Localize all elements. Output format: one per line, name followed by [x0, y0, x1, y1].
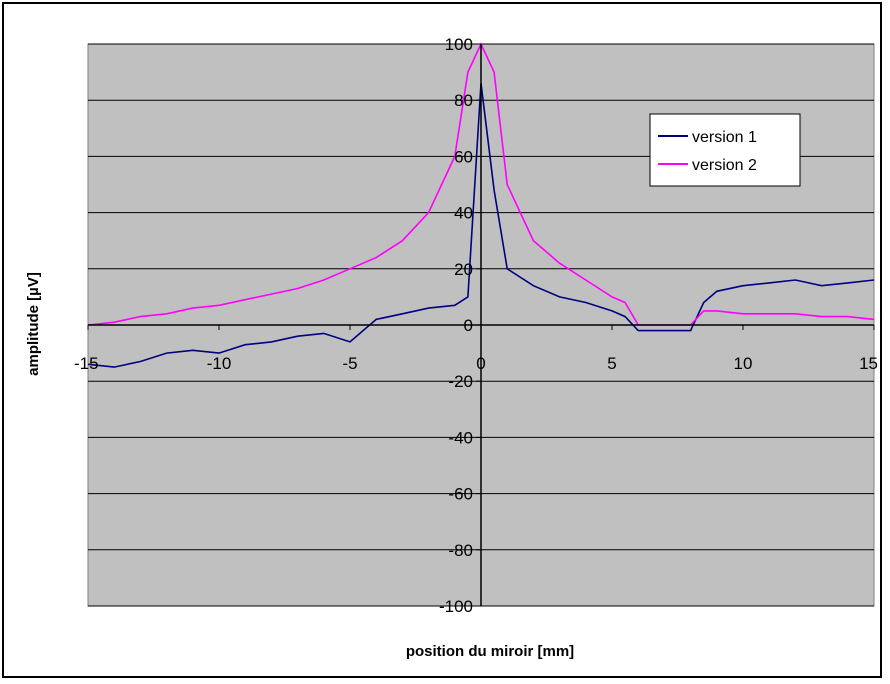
x-tick-label: -10: [207, 354, 232, 373]
x-tick-label: 0: [476, 354, 485, 373]
y-tick-label: 40: [454, 204, 473, 223]
y-tick-label: 20: [454, 260, 473, 279]
y-tick-label: -100: [439, 597, 473, 616]
y-tick-label: 0: [464, 316, 473, 335]
x-tick-label: -15: [74, 354, 99, 373]
y-tick-label: 60: [454, 147, 473, 166]
x-axis-label: position du miroir [mm]: [406, 643, 574, 660]
y-tick-label: 80: [454, 91, 473, 110]
y-tick-label: -60: [448, 485, 473, 504]
x-tick-label: -5: [342, 354, 357, 373]
series-line-1: [87, 83, 875, 368]
x-tick-label: 5: [607, 354, 616, 373]
x-tick-label: 15: [859, 354, 878, 373]
legend: version 1 version 2: [649, 113, 801, 187]
series-line-2: [87, 42, 875, 326]
series-group: [87, 42, 875, 368]
y-axis-label: amplitude [µV]: [25, 272, 42, 376]
legend-label-2: version 2: [692, 157, 757, 174]
x-tick-label: 10: [734, 354, 753, 373]
chart-frame: 100 80 60 40 20 0 -20 -40 -60 -80 -100 -15 -10 -5 0 5 10…: [2, 2, 882, 678]
y-tick-label: -20: [448, 372, 473, 391]
y-tick-label: 100: [445, 35, 473, 54]
legend-box: [649, 113, 801, 187]
y-tick-label: -40: [448, 428, 473, 447]
y-tick-label: -80: [448, 541, 473, 560]
legend-label-1: version 1: [692, 129, 757, 146]
